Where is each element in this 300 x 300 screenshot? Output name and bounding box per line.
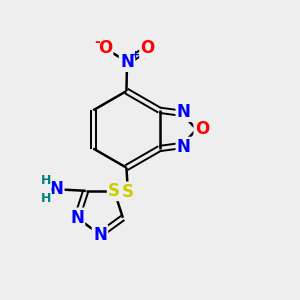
Text: S: S bbox=[122, 183, 134, 201]
Text: H: H bbox=[41, 192, 52, 205]
Text: N: N bbox=[93, 226, 107, 244]
Text: N: N bbox=[50, 180, 63, 198]
Text: +: + bbox=[131, 50, 140, 60]
Text: N: N bbox=[70, 209, 84, 227]
Text: N: N bbox=[177, 138, 191, 156]
Text: H: H bbox=[41, 174, 52, 187]
Text: N: N bbox=[177, 103, 191, 121]
Text: S: S bbox=[108, 182, 120, 200]
Text: -: - bbox=[94, 35, 100, 49]
Text: O: O bbox=[195, 120, 209, 138]
Text: O: O bbox=[140, 39, 155, 57]
Text: O: O bbox=[98, 39, 112, 57]
Text: N: N bbox=[120, 53, 134, 71]
